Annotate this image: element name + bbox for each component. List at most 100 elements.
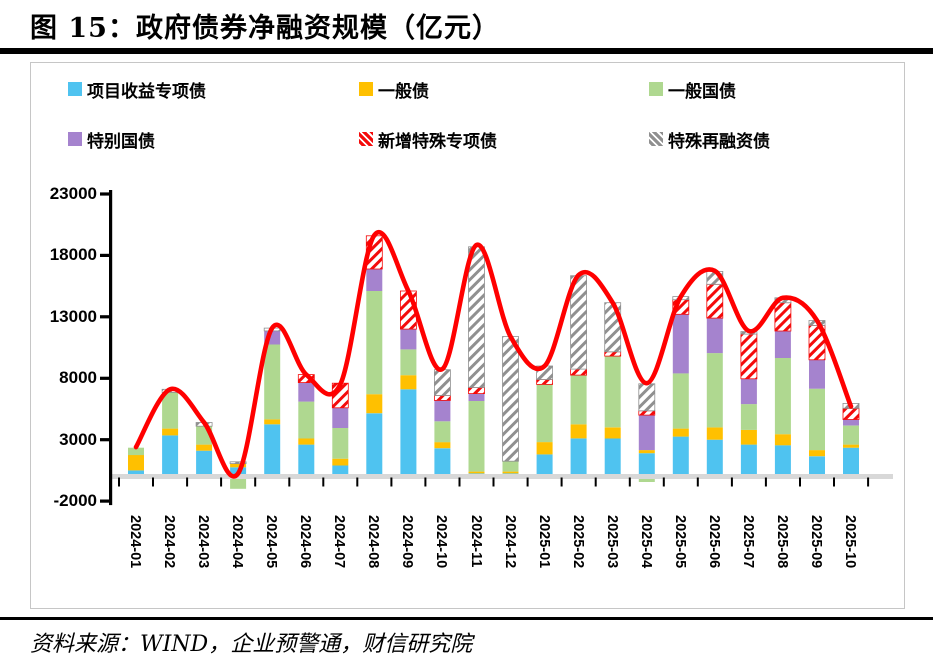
- legend-item-general-bond: 一般债: [359, 79, 429, 101]
- x-axis-label: 2024-10: [433, 515, 449, 569]
- trend-line: [133, 230, 854, 479]
- x-tick: [696, 477, 699, 487]
- legend-label: 特别国债: [87, 131, 155, 151]
- legend-item-treasury-bond: 一般国债: [649, 79, 736, 101]
- bar-segment: [809, 456, 825, 477]
- x-tick: [220, 477, 223, 487]
- bar-segment: [536, 379, 554, 385]
- bar-segment: [774, 302, 792, 332]
- bar-segment: [809, 359, 825, 389]
- bar-segment: [468, 401, 485, 472]
- bar-segment: [570, 438, 587, 477]
- x-tick: [560, 477, 563, 487]
- x-tick: [730, 477, 733, 487]
- bar-segment: [604, 351, 622, 357]
- bar-segment: [264, 419, 281, 425]
- bar-segment: [434, 400, 451, 422]
- x-tick: [628, 477, 631, 487]
- y-tick: [100, 192, 110, 196]
- bar-segment: [433, 395, 451, 401]
- legend-label: 一般国债: [668, 81, 736, 101]
- bar-segment: [638, 450, 655, 454]
- x-tick: [152, 477, 154, 487]
- legend-label: 新增特殊专项债: [378, 131, 497, 151]
- bar-segment: [706, 439, 723, 477]
- y-tick: [100, 499, 110, 503]
- bar-segment: [468, 471, 485, 474]
- bar-segment: [434, 421, 451, 443]
- bar-segment: [706, 318, 723, 354]
- x-axis-label: 2025-01: [536, 515, 552, 569]
- bar-segment: [128, 470, 144, 477]
- bar-segment: [128, 455, 144, 471]
- bar-segment: [196, 444, 213, 451]
- x-tick: [594, 477, 597, 487]
- y-axis-label: -2000: [53, 491, 97, 510]
- x-axis-label: 2025-02: [570, 515, 586, 569]
- legend-swatch-blue: [68, 82, 82, 96]
- source-note: 资料来源：WIND，企业预警通，财信研究院: [30, 632, 473, 657]
- x-axis-label: 2024-11: [468, 515, 484, 568]
- x-axis-label: 2025-09: [808, 515, 824, 569]
- bar-segment: [196, 450, 213, 477]
- x-tick: [492, 477, 495, 487]
- bar-segment: [366, 394, 383, 414]
- bar-segment: [843, 447, 859, 477]
- bar-segment: [604, 356, 621, 428]
- legend-label: 项目收益专项债: [87, 81, 206, 101]
- bar-segment: [434, 448, 451, 477]
- bar-segment: [536, 454, 553, 477]
- bar-segment: [809, 388, 825, 451]
- bar-segment: [774, 331, 791, 358]
- x-axis-label: 2025-03: [604, 515, 620, 569]
- x-tick: [118, 477, 120, 487]
- plot-area: [100, 190, 893, 506]
- legend-label: 一般债: [378, 81, 429, 101]
- x-tick: [390, 477, 393, 487]
- legend-swatch-green: [649, 82, 663, 96]
- bar-segment: [230, 476, 247, 489]
- x-tick: [356, 477, 359, 487]
- y-axis-label: 3000: [59, 430, 97, 449]
- legend-swatch-red-hatch: [359, 132, 373, 146]
- y-axis-line: [109, 190, 113, 506]
- bar-segment: [502, 336, 519, 462]
- bar-segment: [672, 436, 689, 477]
- x-tick: [867, 477, 870, 487]
- bar-segment: [128, 447, 144, 456]
- bar-segment: [264, 424, 281, 477]
- bar-segment: [774, 434, 791, 446]
- x-axis-label: 2024-07: [331, 515, 347, 569]
- bar-segment: [229, 461, 247, 464]
- bar-segment: [400, 389, 417, 477]
- bar-segment: [843, 419, 859, 426]
- bar-segment: [706, 353, 723, 428]
- bar-segment: [298, 438, 315, 445]
- bar-segment: [570, 368, 587, 376]
- y-tick: [100, 376, 110, 380]
- bar-segment: [332, 465, 349, 477]
- bar-segment: [298, 382, 315, 402]
- bar-segment: [672, 314, 689, 374]
- bar-segment: [638, 415, 655, 451]
- y-axis-label: 18000: [49, 245, 97, 264]
- title-rule: [0, 48, 933, 54]
- bar-segment: [842, 407, 860, 420]
- bar-segment: [774, 445, 791, 477]
- bar-segment: [536, 384, 553, 443]
- bar-segment: [433, 369, 451, 396]
- chart-panel: 项目收益专项债 一般债 一般国债 特别国债 新增特殊专项债 特殊再融资债 230…: [30, 62, 905, 609]
- x-axis-label: 2024-02: [161, 515, 177, 569]
- x-tick: [322, 477, 325, 487]
- bar-segment: [672, 428, 689, 437]
- x-axis-label: 2024-03: [195, 515, 211, 569]
- x-axis-label: 2025-07: [740, 515, 756, 569]
- legend-item-new-special-special-bond: 新增特殊专项债: [359, 129, 497, 151]
- x-tick: [288, 477, 291, 487]
- legend-label: 特殊再融资债: [668, 131, 770, 151]
- x-axis-label: 2024-06: [297, 515, 313, 569]
- bar-segment: [604, 427, 621, 439]
- x-tick: [186, 477, 189, 487]
- bar-segment: [162, 435, 179, 477]
